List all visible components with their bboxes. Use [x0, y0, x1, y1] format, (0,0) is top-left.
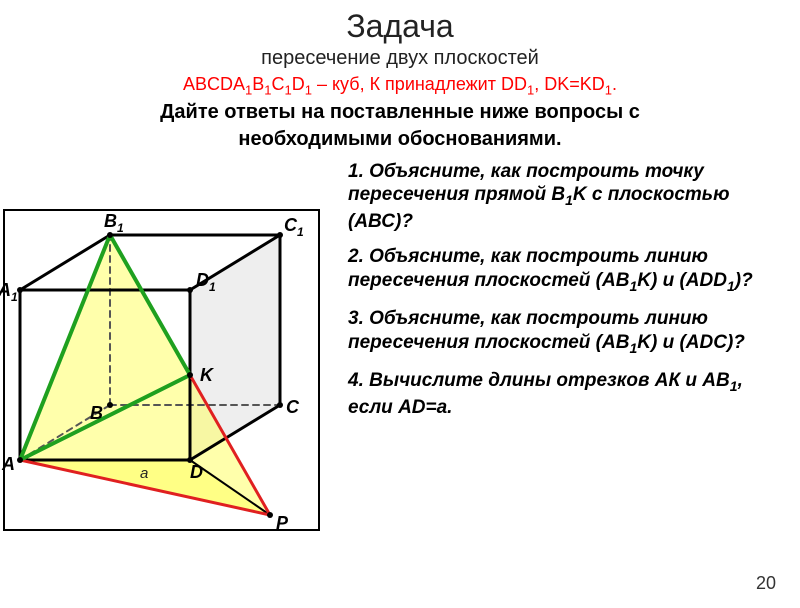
svg-text:a: a	[140, 465, 148, 482]
svg-text:A1: A1	[0, 280, 18, 304]
questions-column: 1. Объясните, как построить точку пересе…	[340, 160, 800, 520]
svg-text:D: D	[190, 462, 203, 482]
question-4: 4. Вычислите длины отрезков АК и АВ1, ес…	[348, 369, 786, 419]
svg-text:C: C	[286, 397, 300, 417]
svg-text:K: K	[200, 365, 215, 385]
question-1: 1. Объясните, как построить точку пересе…	[348, 160, 786, 234]
svg-text:C1: C1	[284, 215, 304, 239]
instruction-line1: Дайте ответы на поставленные ниже вопрос…	[0, 100, 800, 125]
page-subtitle: пересечение двух плоскостей	[0, 47, 800, 70]
svg-text:P: P	[276, 513, 289, 533]
svg-text:B1: B1	[104, 211, 124, 235]
content-row: ABCDA1B1C1D1KPa 1. Объясните, как постро…	[0, 160, 800, 520]
svg-text:A: A	[1, 454, 15, 474]
instruction-line2: необходимыми обоснованиями.	[0, 127, 800, 152]
page-number: 20	[756, 573, 776, 594]
svg-text:B: B	[90, 403, 103, 423]
page-title: Задача	[0, 8, 800, 45]
cube-diagram: ABCDA1B1C1D1KPa	[0, 160, 340, 520]
question-3: 3. Объясните, как построить линию пересе…	[348, 307, 786, 357]
question-2: 2. Объясните, как построить линию пересе…	[348, 245, 786, 295]
problem-condition: ABCDA1B1C1D1 – куб, К принадлежит DD1, D…	[0, 74, 800, 98]
